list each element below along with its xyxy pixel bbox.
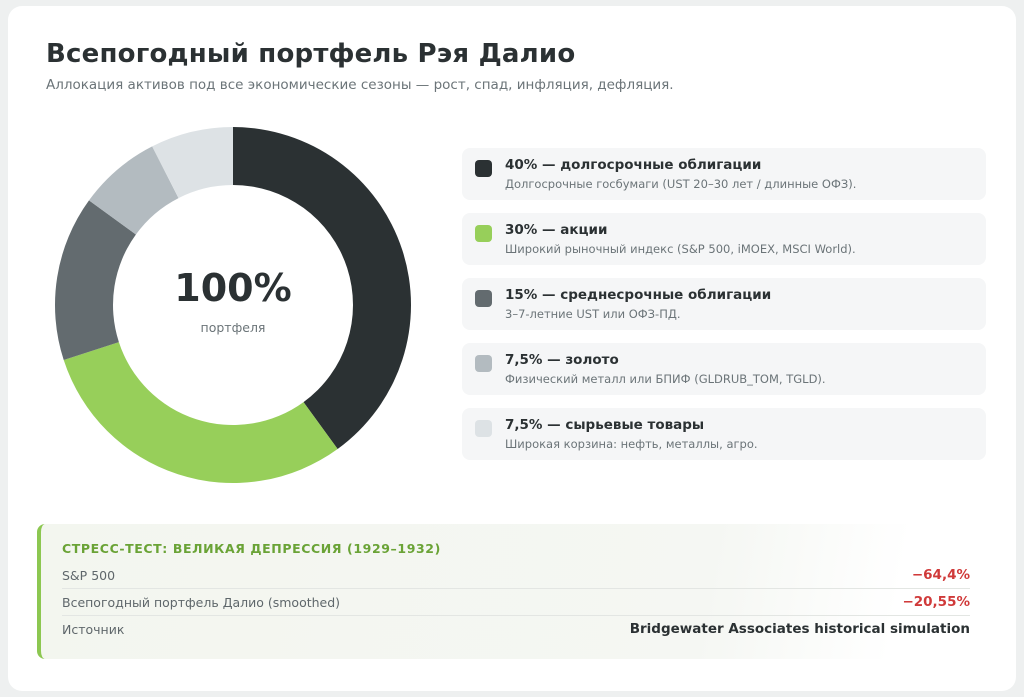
legend-item-desc: Широкий рыночный индекс (S&P 500, iMOEX,…: [505, 242, 856, 256]
stress-row-value: Bridgewater Associates historical simula…: [629, 621, 970, 637]
legend-swatch: [475, 290, 492, 307]
legend-item-desc: 3–7-летние UST или ОФЗ-ПД.: [505, 307, 681, 321]
legend-item-long-bonds: 40% — долгосрочные облигации Долгосрочны…: [462, 148, 986, 200]
donut-center-value: 100%: [174, 266, 292, 310]
donut-chart: 100% портфеля: [54, 126, 412, 484]
legend-item-title: 40% — долгосрочные облигации: [505, 157, 762, 173]
stress-row-sp500: S&P 500 −64,4%: [62, 562, 970, 589]
stress-test-title: СТРЕСС-ТЕСТ: ВЕЛИКАЯ ДЕПРЕССИЯ (1929–193…: [62, 541, 441, 556]
legend-item-title: 7,5% — золото: [505, 352, 619, 368]
donut-svg: [55, 127, 411, 483]
stress-row-all-weather: Всепогодный портфель Далио (smoothed) −2…: [62, 589, 970, 616]
donut-slice-1: [63, 342, 338, 483]
page-subtitle: Аллокация активов под все экономические …: [46, 77, 674, 93]
stress-row-source: Источник Bridgewater Associates historic…: [62, 616, 970, 643]
legend-item-desc: Долгосрочные госбумаги (UST 20–30 лет / …: [505, 177, 857, 191]
legend-swatch: [475, 420, 492, 437]
legend-swatch: [475, 355, 492, 372]
legend-item-title: 7,5% — сырьевые товары: [505, 417, 705, 433]
legend-item-stocks: 30% — акции Широкий рыночный индекс (S&P…: [462, 213, 986, 265]
stress-test-panel: СТРЕСС-ТЕСТ: ВЕЛИКАЯ ДЕПРЕССИЯ (1929–193…: [37, 524, 986, 659]
legend-swatch: [475, 160, 492, 177]
legend-item-title: 30% — акции: [505, 222, 608, 238]
legend-item-gold: 7,5% — золото Физический металл или БПИФ…: [462, 343, 986, 395]
donut-slice-2: [55, 200, 136, 361]
stress-row-value: −20,55%: [902, 594, 970, 610]
stress-row-label: S&P 500: [62, 568, 116, 583]
donut-slice-3: [88, 146, 179, 235]
page-title: Всепогодный портфель Рэя Далио: [46, 39, 576, 69]
donut-center-label: портфеля: [200, 320, 266, 335]
stress-row-label: Всепогодный портфель Далио (smoothed): [62, 595, 341, 610]
legend-item-mid-bonds: 15% — среднесрочные облигации 3–7-летние…: [462, 278, 986, 330]
legend-item-desc: Физический металл или БПИФ (GLDRUB_TOM, …: [505, 372, 826, 386]
donut-slice-0: [233, 127, 411, 450]
legend-item-desc: Широкая корзина: нефть, металлы, агро.: [505, 437, 758, 451]
legend-item-title: 15% — среднесрочные облигации: [505, 287, 772, 303]
donut-slice-4: [152, 127, 233, 199]
legend-item-commodities: 7,5% — сырьевые товары Широкая корзина: …: [462, 408, 986, 460]
stress-row-value: −64,4%: [911, 567, 970, 583]
legend-swatch: [475, 225, 492, 242]
legend: 40% — долгосрочные облигации Долгосрочны…: [462, 148, 986, 473]
stress-row-label: Источник: [62, 622, 125, 637]
